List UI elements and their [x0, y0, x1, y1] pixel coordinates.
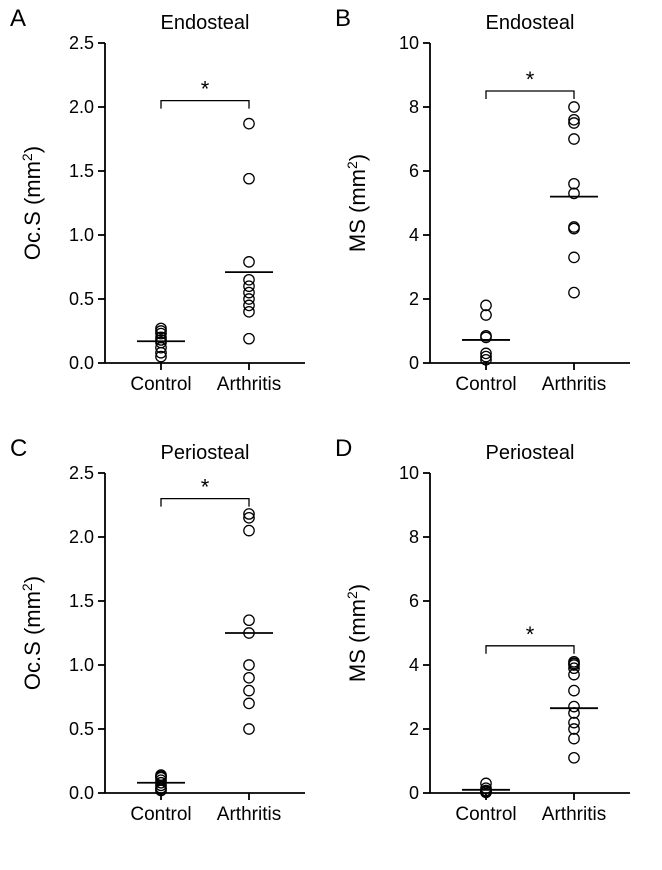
chart-D: Periosteal 0 2 4 6 8 10 Control Arthritis MS (mm2… — [335, 435, 655, 855]
y-tick-label: 0.5 — [69, 719, 94, 739]
x-tick-label: Arthritis — [542, 374, 606, 395]
panel-letter-D: D — [335, 435, 352, 463]
data-point — [244, 118, 254, 128]
chart-A: Endosteal 0.0 0.5 1.0 1.5 2.0 2.5 Control Arthri… — [10, 5, 330, 425]
y-tick-label: 10 — [399, 33, 419, 53]
y-tick-label: 4 — [409, 225, 419, 245]
y-tick-label: 0.0 — [69, 783, 94, 803]
y-tick-label: 1.0 — [69, 655, 94, 675]
data-point — [481, 310, 491, 320]
y-tick-label: 2.0 — [69, 527, 94, 547]
chart-C: Periosteal 0.0 0.5 1.0 1.5 2.0 2.5 Control Arthr… — [10, 435, 330, 855]
x-tick-label: Arthritis — [217, 374, 281, 395]
y-tick-label: 2.5 — [69, 463, 94, 483]
data-point — [569, 685, 579, 695]
panel-letter-A: A — [10, 5, 26, 33]
panel-C: C Periosteal 0.0 0.5 1.0 1.5 2.0 2.5 Control Art… — [10, 435, 330, 855]
y-tick-label: 6 — [409, 161, 419, 181]
data-point — [569, 252, 579, 262]
y-tick-label: 4 — [409, 655, 419, 675]
data-point — [244, 615, 254, 625]
panel-B: B Endosteal 0 2 4 6 8 10 Control Arthritis MS (mm… — [335, 5, 655, 425]
panel-letter-C: C — [10, 435, 27, 463]
data-point — [569, 717, 579, 727]
data-point — [481, 300, 491, 310]
data-point — [569, 287, 579, 297]
y-tick-label: 2 — [409, 719, 419, 739]
data-point — [244, 673, 254, 683]
y-tick-label: 10 — [399, 463, 419, 483]
data-point — [244, 698, 254, 708]
y-axis-label: MS (mm2) — [344, 154, 370, 252]
data-point — [244, 724, 254, 734]
y-tick-label: 2.5 — [69, 33, 94, 53]
panel-D: D Periosteal 0 2 4 6 8 10 Control Arthritis MS (m… — [335, 435, 655, 855]
sig-label: * — [201, 475, 210, 500]
y-tick-label: 0 — [409, 783, 419, 803]
sig-bracket — [486, 91, 574, 99]
y-axis-label: Oc.S (mm2) — [19, 576, 45, 690]
chart-title: Endosteal — [486, 12, 575, 34]
chart-title: Periosteal — [161, 442, 250, 464]
y-tick-label: 0 — [409, 353, 419, 373]
chart-title: Endosteal — [161, 12, 250, 34]
sig-bracket — [161, 499, 249, 507]
y-tick-label: 1.5 — [69, 161, 94, 181]
data-point — [569, 179, 579, 189]
x-tick-label: Arthritis — [217, 804, 281, 825]
sig-label: * — [201, 77, 210, 102]
x-tick-label: Arthritis — [542, 804, 606, 825]
data-point — [569, 102, 579, 112]
figure-root: A Endosteal 0.0 0.5 1.0 1.5 2.0 2.5 Control Arth… — [0, 0, 662, 870]
x-tick-label: Control — [130, 804, 191, 825]
y-tick-label: 2.0 — [69, 97, 94, 117]
x-tick-label: Control — [455, 804, 516, 825]
data-point — [569, 733, 579, 743]
data-point — [244, 685, 254, 695]
data-point — [569, 134, 579, 144]
y-tick-label: 8 — [409, 527, 419, 547]
y-tick-label: 8 — [409, 97, 419, 117]
chart-title: Periosteal — [486, 442, 575, 464]
y-axis-label: MS (mm2) — [344, 584, 370, 682]
y-axis-label: Oc.S (mm2) — [19, 146, 45, 260]
data-point — [244, 173, 254, 183]
panel-letter-B: B — [335, 5, 351, 33]
data-point — [244, 257, 254, 267]
sig-bracket — [486, 646, 574, 654]
y-tick-label: 1.0 — [69, 225, 94, 245]
sig-label: * — [526, 67, 535, 92]
y-tick-label: 1.5 — [69, 591, 94, 611]
data-point — [244, 660, 254, 670]
y-tick-label: 0.5 — [69, 289, 94, 309]
y-tick-label: 2 — [409, 289, 419, 309]
data-point — [244, 525, 254, 535]
data-point — [569, 701, 579, 711]
x-tick-label: Control — [130, 374, 191, 395]
y-tick-label: 0.0 — [69, 353, 94, 373]
x-tick-label: Control — [455, 374, 516, 395]
panel-A: A Endosteal 0.0 0.5 1.0 1.5 2.0 2.5 Control Arth… — [10, 5, 330, 425]
data-point — [569, 753, 579, 763]
sig-label: * — [526, 622, 535, 647]
chart-B: Endosteal 0 2 4 6 8 10 Control Arthritis MS (mm2)… — [335, 5, 655, 425]
data-point — [244, 275, 254, 285]
sig-bracket — [161, 101, 249, 109]
y-tick-label: 6 — [409, 591, 419, 611]
data-point — [244, 333, 254, 343]
